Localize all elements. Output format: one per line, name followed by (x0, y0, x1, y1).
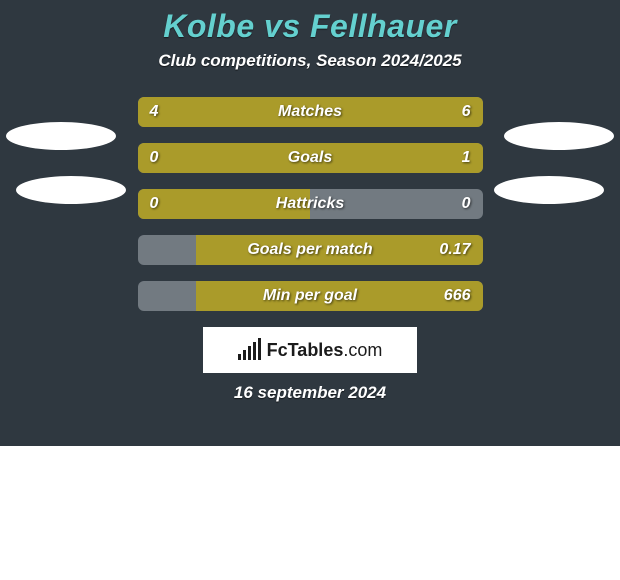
stat-left-value: 4 (150, 103, 159, 121)
stat-row: Min per goal 666 (138, 281, 483, 311)
stat-right-value: 666 (444, 287, 471, 305)
stat-row: Goals per match 0.17 (138, 235, 483, 265)
page-title: Kolbe vs Fellhauer (0, 0, 620, 51)
date-label: 16 september 2024 (0, 383, 620, 403)
stat-row: 4 Matches 6 (138, 97, 483, 127)
stat-row: 0 Goals 1 (138, 143, 483, 173)
logo-bars-icon (238, 340, 261, 360)
stat-label: Min per goal (263, 287, 357, 305)
stat-right-value: 0 (462, 195, 471, 213)
logo-text-thin: .com (343, 340, 382, 360)
stat-label: Hattricks (276, 195, 344, 213)
stat-right-fill (207, 143, 483, 173)
comparison-panel: Kolbe vs Fellhauer Club competitions, Se… (0, 0, 620, 446)
stat-right-value: 6 (462, 103, 471, 121)
stat-right-value: 0.17 (439, 241, 470, 259)
stat-left-value: 0 (150, 195, 159, 213)
stat-label: Matches (278, 103, 342, 121)
stat-rows: 4 Matches 6 0 Goals 1 0 Hattricks 0 Goals per mat… (0, 97, 620, 311)
logo-box: FcTables.com (203, 327, 417, 373)
stat-left-value: 0 (150, 149, 159, 167)
fctables-logo: FcTables.com (238, 340, 383, 361)
stat-left-fill (138, 143, 207, 173)
subtitle: Club competitions, Season 2024/2025 (0, 51, 620, 97)
logo-text: FcTables.com (267, 340, 383, 361)
logo-text-bold: FcTables (267, 340, 344, 360)
stat-label: Goals (288, 149, 332, 167)
stat-right-value: 1 (462, 149, 471, 167)
stat-row: 0 Hattricks 0 (138, 189, 483, 219)
stat-label: Goals per match (247, 241, 372, 259)
